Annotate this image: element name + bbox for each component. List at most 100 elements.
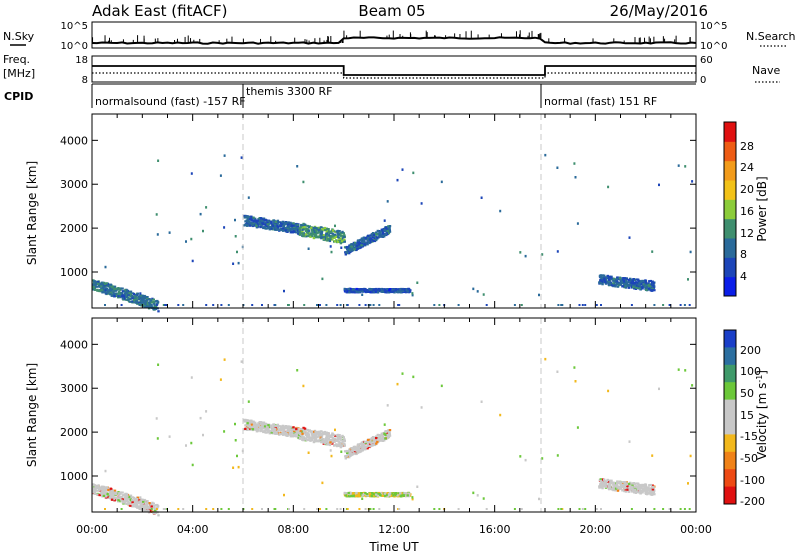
power-echo-cell — [366, 243, 369, 246]
velocity-echo-cell — [300, 427, 303, 431]
power-echo-cell — [327, 234, 330, 237]
vel-cbar-tick-neg100: -100 — [740, 474, 765, 487]
velocity-echo-cell — [626, 485, 629, 488]
power-echo-cell — [399, 288, 402, 291]
vel-cbar-tick-neg200: -200 — [740, 495, 765, 508]
power-echo-cell — [608, 283, 612, 286]
velocity-echo-cell — [607, 484, 611, 487]
power-echo-cell — [353, 243, 356, 246]
power-echo-cell — [148, 298, 151, 301]
velocity-echo-cell — [292, 428, 295, 431]
velocity-echo-cell — [263, 425, 267, 428]
power-echo-cell — [140, 301, 143, 305]
power-echo-cell — [234, 218, 236, 222]
power-echo-cell — [315, 230, 318, 233]
velocity-echo-cell — [293, 429, 296, 433]
velocity-echo-cell — [333, 437, 336, 440]
power-echo-cell — [279, 224, 283, 228]
power-echo-cell — [133, 301, 136, 304]
velocity-echo-cell — [123, 496, 126, 499]
x-tick-label: 08:00 — [277, 523, 309, 536]
nsearch-label: N.Search — [746, 30, 796, 43]
power-echo-cell — [109, 293, 112, 296]
velocity-echo-cell — [653, 508, 656, 510]
velocity-echo-cell — [315, 440, 318, 443]
power-echo-cell — [338, 240, 341, 243]
power-echo-cell — [248, 217, 251, 221]
velocity-echo-cell — [100, 488, 103, 491]
power-echo-cell — [347, 287, 350, 291]
power-echo-cell — [365, 289, 369, 292]
velocity-echo-cell — [348, 495, 351, 498]
velocity-echo-cell — [253, 428, 256, 431]
power-echo-cell — [154, 307, 157, 310]
velocity-echo-cell — [107, 488, 110, 492]
power-echo-cell — [599, 282, 602, 285]
velocity-echo-cell — [358, 495, 361, 498]
power-echo-cell — [352, 290, 355, 293]
velocity-echo-cell — [334, 434, 337, 437]
power-echo-cell — [244, 220, 247, 223]
velocity-echo-cell — [120, 499, 123, 502]
velocity-cbar-segment — [724, 364, 736, 383]
power-echo-cell — [627, 286, 630, 289]
velocity-echo-cell — [368, 492, 372, 495]
velocity-echo-cell — [243, 418, 246, 422]
velocity-echo-cell — [325, 435, 329, 438]
velocity-echo-cell — [121, 494, 125, 497]
power-echo-cell — [261, 304, 263, 306]
power-echo-cell — [610, 278, 613, 281]
power-echo-cell — [333, 236, 336, 239]
power-echo-cell — [357, 243, 361, 246]
power-cbar-segment — [724, 199, 736, 220]
power-echo-cell — [386, 229, 389, 233]
power-echo-cell — [104, 283, 107, 286]
power-echo-cell — [367, 234, 370, 238]
power-echo-cell — [366, 237, 370, 240]
velocity-echo-cell — [152, 504, 155, 508]
power-echo-cell — [405, 291, 408, 294]
velocity-echo-cell — [306, 428, 309, 432]
power-echo-cell — [261, 220, 264, 223]
velocity-echo-cell — [155, 417, 158, 420]
power-echo-cell — [127, 291, 131, 295]
power-echo-cell — [360, 288, 363, 291]
power-echo-cell — [275, 224, 278, 227]
power-echo-cell — [190, 172, 193, 175]
power-echo-cell — [374, 235, 378, 238]
freq-line — [92, 65, 696, 76]
velocity-echo-cell — [246, 419, 250, 422]
velocity-echo-cell — [573, 366, 576, 369]
velocity-echo-cell — [438, 508, 441, 510]
power-echo-cell — [688, 304, 691, 306]
power-echo-cell — [275, 228, 278, 231]
velocity-echo-cell — [405, 495, 408, 498]
velocity-echo-cell — [398, 508, 401, 510]
velocity-echo-cell — [384, 433, 387, 436]
power-echo-cell — [281, 227, 284, 230]
power-echo-cell — [298, 228, 302, 232]
power-echo-cell — [136, 296, 140, 299]
velocity-echo-cell — [375, 442, 378, 445]
power-echo-cell — [264, 227, 267, 230]
velocity-echo-cell — [102, 494, 106, 497]
y-tick-label: 4000 — [60, 338, 88, 351]
power-echo-cell — [327, 231, 330, 234]
velocity-echo-cell — [261, 508, 263, 510]
velocity-echo-cell — [282, 429, 285, 432]
power-cbar-segment — [724, 276, 736, 297]
velocity-echo-cell — [599, 478, 602, 481]
velocity-echo-cell — [407, 495, 411, 498]
power-echo-cell — [122, 297, 126, 300]
velocity-echo-cell — [610, 488, 614, 491]
power-echo-cell — [134, 300, 138, 303]
power-echo-cell — [164, 304, 167, 306]
velocity-echo-cell — [315, 431, 319, 434]
power-echo-cell — [513, 304, 516, 306]
velocity-echo-cell — [248, 426, 251, 429]
velocity-echo-cell — [386, 433, 389, 437]
velocity-echo-cell — [286, 430, 289, 433]
velocity-echo-cell — [284, 433, 287, 436]
noise-spikes — [92, 30, 691, 43]
velocity-echo-cell — [324, 432, 327, 435]
